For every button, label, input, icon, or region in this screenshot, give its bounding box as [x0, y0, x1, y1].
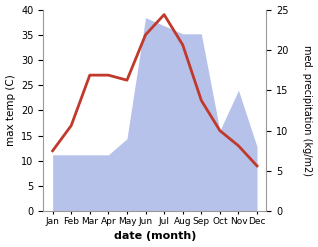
Y-axis label: max temp (C): max temp (C)	[5, 75, 16, 146]
X-axis label: date (month): date (month)	[114, 231, 196, 242]
Y-axis label: med. precipitation (kg/m2): med. precipitation (kg/m2)	[302, 45, 313, 176]
